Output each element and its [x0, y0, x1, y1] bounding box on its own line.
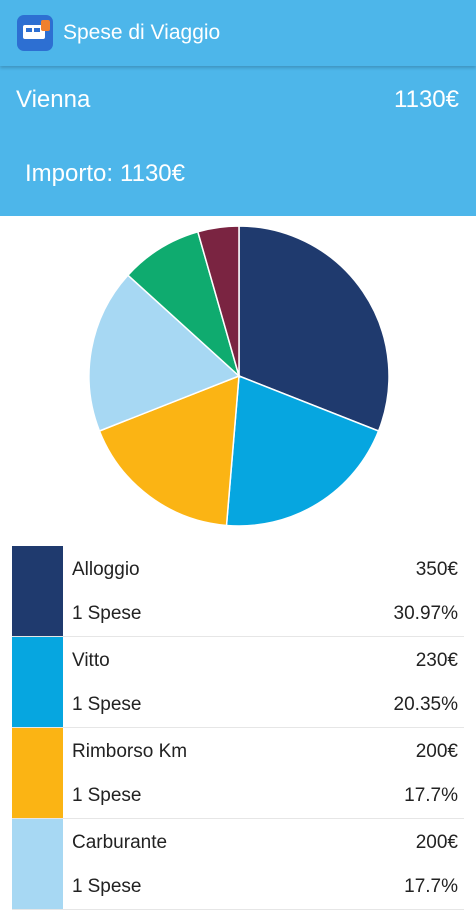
- legend-row-rimborso-km[interactable]: Rimborso Km 200€ 1 Spese 17.7%: [12, 728, 464, 819]
- amount-value: 1130€: [120, 160, 185, 187]
- trip-total: 1130€: [394, 86, 459, 113]
- category-legend: Alloggio 350€ 1 Spese 30.97% Vitto 230€ 1…: [12, 546, 464, 910]
- legend-row-vitto[interactable]: Vitto 230€ 1 Spese 20.35%: [12, 637, 464, 728]
- count-label: Spese: [87, 785, 142, 806]
- expense-count: 1 Spese: [72, 603, 141, 625]
- color-swatch: [12, 637, 63, 727]
- pie-slice-5: [196, 225, 240, 377]
- legend-row-carburante[interactable]: Carburante 200€ 1 Spese 17.7%: [12, 819, 464, 910]
- pie-slice-rimborso-km: [98, 374, 240, 527]
- category-name: Alloggio: [72, 559, 140, 580]
- amount-summary: Importo: 1130€: [25, 160, 185, 188]
- count-value: 1: [72, 603, 83, 624]
- count-value: 1: [72, 694, 83, 715]
- count-label: Spese: [87, 694, 142, 715]
- category-percent: 20.35%: [393, 694, 458, 715]
- app-bar: Spese di Viaggio: [0, 0, 476, 66]
- pie-slice-carburante: [88, 274, 241, 432]
- category-name: Vitto: [72, 650, 110, 671]
- category-amount: 230€: [415, 650, 458, 671]
- color-swatch: [12, 546, 63, 636]
- trip-header: Vienna 1130€ Importo: 1130€: [0, 66, 476, 216]
- pie-slice-4: [126, 230, 241, 379]
- category-percent: 17.7%: [404, 785, 458, 806]
- legend-row-alloggio[interactable]: Alloggio 350€ 1 Spese 30.97%: [12, 546, 464, 637]
- count-label: Spese: [87, 603, 142, 624]
- category-percent: 17.7%: [404, 876, 458, 897]
- expense-pie-chart: [88, 225, 390, 527]
- color-swatch: [12, 728, 63, 818]
- count-value: 1: [72, 785, 83, 806]
- expense-count: 1 Spese: [72, 694, 141, 716]
- count-label: Spese: [87, 876, 142, 897]
- amount-label: Importo:: [25, 160, 114, 187]
- category-amount: 350€: [415, 559, 458, 580]
- expense-count: 1 Spese: [72, 876, 141, 898]
- category-name: Carburante: [72, 832, 168, 853]
- category-name: Rimborso Km: [72, 741, 188, 762]
- pie-slice-alloggio: [238, 225, 390, 432]
- count-value: 1: [72, 876, 83, 897]
- category-amount: 200€: [415, 741, 458, 762]
- color-swatch: [12, 819, 63, 909]
- trip-name: Vienna: [16, 86, 91, 113]
- expense-count: 1 Spese: [72, 785, 141, 807]
- app-title: Spese di Viaggio: [63, 21, 221, 44]
- category-amount: 200€: [415, 832, 458, 853]
- app-logo-icon: [17, 15, 53, 51]
- category-percent: 30.97%: [393, 603, 458, 624]
- pie-slice-vitto: [225, 374, 380, 527]
